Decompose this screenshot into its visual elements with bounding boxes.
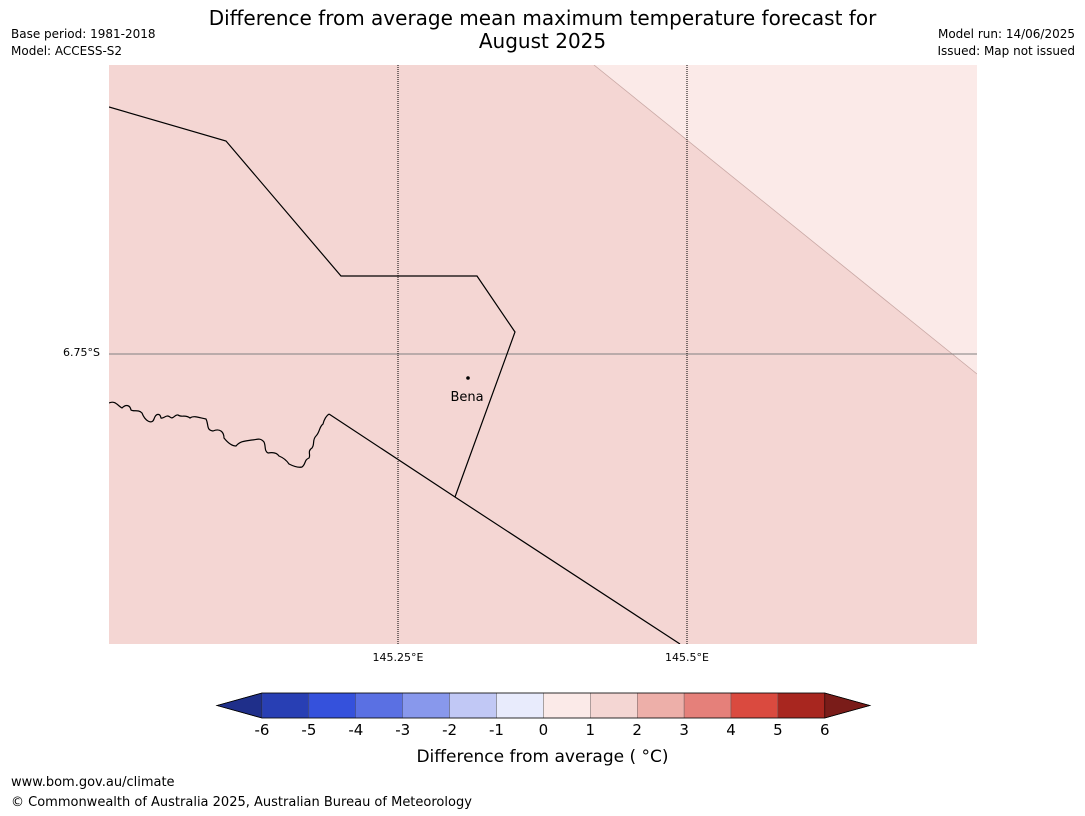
colorbar-tick-label: -2 [442,721,457,739]
colorbar-segment [355,692,403,719]
town-marker [466,376,470,380]
issued-status: Issued: Map not issued [937,44,1075,58]
colorbar-tick-label: 6 [820,721,830,739]
colorbar-tick-label: 5 [773,721,783,739]
contour-line [593,65,977,375]
colorbar-segment [308,692,356,719]
colorbar-tick-label: 4 [726,721,736,739]
colorbar-segment [683,692,732,719]
colorbar-tick-label: -6 [255,721,270,739]
town-label: Bena [450,390,483,405]
model-name: Model: ACCESS-S2 [11,44,123,58]
lon-label-145-25: 145.25°E [372,651,424,664]
colorbar-tick-label: 3 [679,721,689,739]
colorbar-outline [215,692,872,719]
title-line-2: August 2025 [478,29,607,53]
colorbar-segment [402,692,450,719]
colorbar-segment [590,692,638,719]
colorbar-segment [496,692,544,719]
map-area [109,65,977,644]
province-border-south [328,413,681,644]
colorbar-extend-high [824,692,871,719]
colorbar-tick-label: -1 [489,721,504,739]
footer-site: www.bom.gov.au/climate [11,775,175,790]
footer-copyright: © Commonwealth of Australia 2025, Austra… [11,795,472,810]
province-border-west [109,401,330,468]
province-border-north [109,106,516,498]
colorbar: -6 -5 -4 -3 -2 -1 0 1 2 3 4 5 6 [215,692,872,739]
colorbar-segment [777,692,826,719]
map-title: Difference from average mean maximum tem… [160,7,925,53]
base-period: Base period: 1981-2018 [11,27,156,41]
meta-left: Base period: 1981-2018 Model: ACCESS-S2 [11,26,156,60]
colorbar-segment [637,692,685,719]
colorbar-segment [449,692,497,719]
colorbar-label: Difference from average ( °C) [416,747,669,767]
colorbar-tick-label: 0 [539,721,549,739]
colorbar-extend-low [215,692,263,719]
colorbar-tick-label: -5 [301,721,316,739]
colorbar-segment [730,692,779,719]
meta-right: Model run: 14/06/2025 Issued: Map not is… [937,26,1075,60]
colorbar-tick-label: 2 [632,721,642,739]
colorbar-tick-label: 1 [586,721,596,739]
lat-label: 6.75°S [63,346,100,359]
colorbar-tick-label: -4 [348,721,363,739]
colorbar-tick-label: -3 [395,721,410,739]
title-line-1: Difference from average mean maximum tem… [208,6,877,30]
lon-label-145-5: 145.5°E [665,651,709,664]
model-run: Model run: 14/06/2025 [937,27,1075,41]
colorbar-segment [261,692,310,719]
colorbar-segment [543,692,591,719]
